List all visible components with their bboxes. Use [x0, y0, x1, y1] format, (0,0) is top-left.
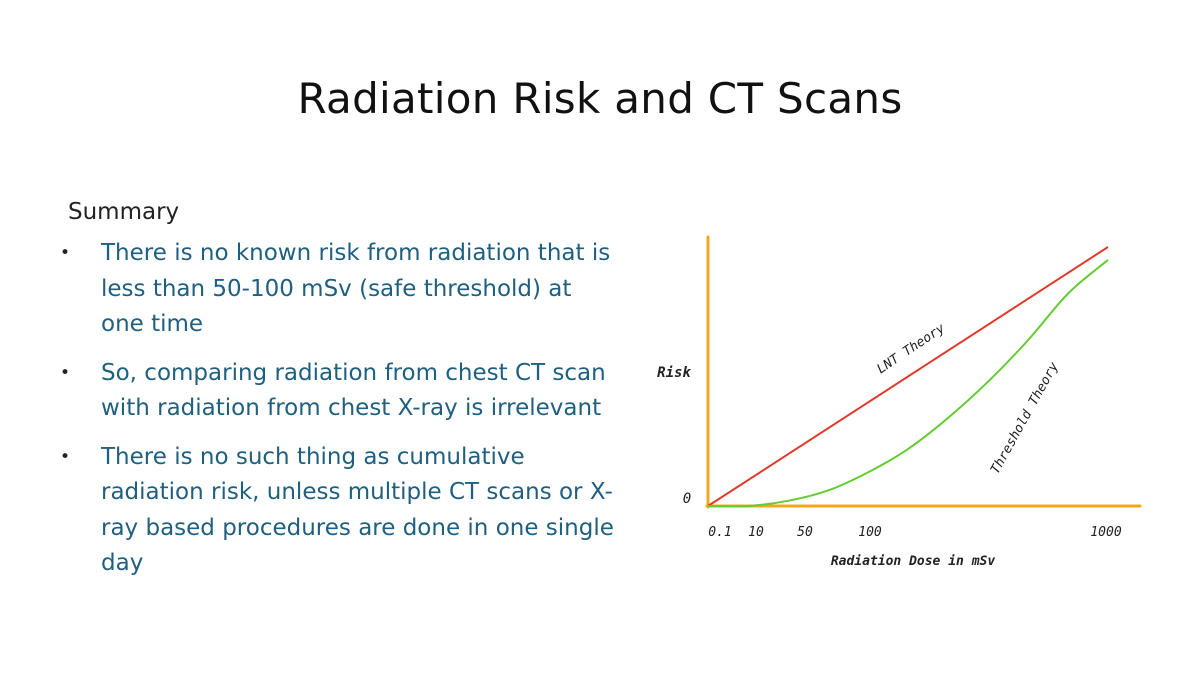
bullet-marker: • [60, 362, 71, 383]
slide-title: Radiation Risk and CT Scans [297, 74, 903, 123]
summary-bullet-1: • There is no known risk from radiation … [60, 236, 620, 343]
bullet-marker: • [60, 446, 71, 467]
lnt-theory-line [707, 246, 1109, 507]
x-tick-0.1: 0.1 [708, 525, 731, 540]
bullet-text: So, comparing radiation from chest CT sc… [101, 359, 606, 422]
summary-bullet-list: • There is no known risk from radiation … [60, 236, 620, 595]
y-axis-label: Risk [657, 365, 691, 381]
summary-bullet-3: • There is no such thing as cumulative r… [60, 440, 620, 582]
summary-heading: Summary [68, 199, 180, 225]
x-tick-1000: 1000 [1090, 525, 1121, 540]
bullet-text: There is no known risk from radiation th… [101, 240, 611, 337]
x-tick-100: 100 [858, 525, 882, 540]
lnt-theory-label: LNT Theory [874, 321, 947, 377]
x-tick-10: 10 [748, 525, 764, 540]
x-axis-label: Radiation Dose in mSv [831, 554, 996, 569]
bullet-text: There is no such thing as cumulative rad… [101, 443, 614, 577]
summary-bullet-2: • So, comparing radiation from chest CT … [60, 356, 620, 427]
y-tick-0: 0 [683, 491, 691, 507]
x-tick-50: 50 [797, 525, 813, 540]
threshold-theory-label: Threshold Theory [988, 360, 1062, 477]
dose-risk-chart: Risk 0 0.1 10 50 100 1000 Radiation Dose… [657, 235, 1142, 569]
bullet-marker: • [60, 243, 71, 263]
threshold-theory-line [707, 259, 1109, 508]
